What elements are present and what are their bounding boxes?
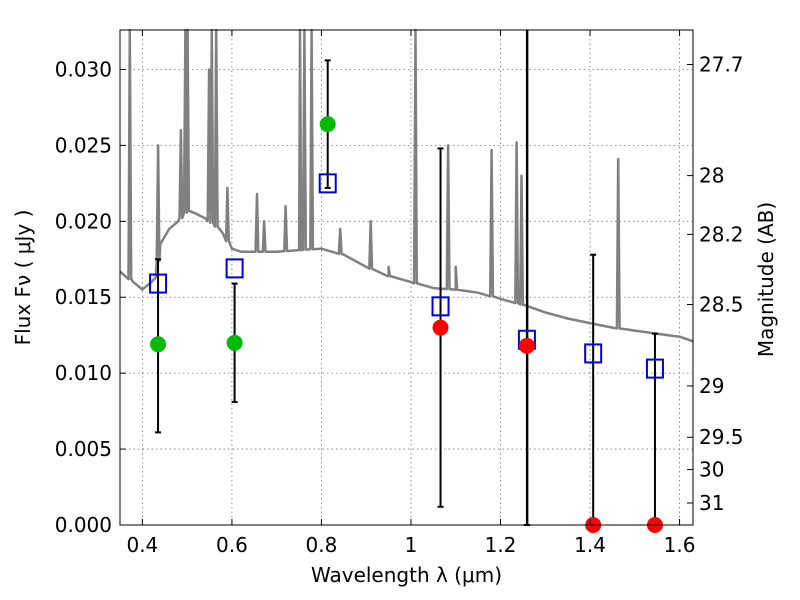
y-right-tick-label: 28.2: [699, 222, 744, 246]
model-photometry-square: [645, 358, 664, 379]
detection-point-green: [226, 334, 243, 351]
y-tick-label: 0.005: [55, 437, 112, 461]
y-tick-label: 0.030: [55, 57, 112, 81]
model-photometry-square: [149, 273, 168, 294]
model-photometry-square: [431, 296, 450, 317]
x-tick-label: 0.6: [216, 533, 248, 557]
data-points: [149, 116, 664, 533]
plot-frame: [119, 29, 694, 526]
y-axis-right-label: Magnitude (AB): [754, 202, 778, 357]
y-tick-label: 0.015: [55, 285, 112, 309]
x-tick-label: 0.8: [306, 533, 338, 557]
model-photometry-square: [225, 258, 244, 279]
model-photometry-square: [584, 343, 603, 364]
x-tick-label: 0.4: [126, 533, 158, 557]
x-tick-label: 1.6: [664, 533, 696, 557]
y-right-tick-label: 28: [699, 164, 724, 188]
model-photometry-square: [318, 173, 337, 194]
detection-point-green: [150, 336, 167, 353]
y-tick-label: 0.025: [55, 133, 112, 157]
y-tick-label: 0.020: [55, 209, 112, 233]
spectrum-line: [119, 28, 694, 343]
grid: [120, 30, 693, 526]
axis-ticks: 0.4 0.6 0.8 1 1.2 1.4 1.6 0.000 0.005 0.010 0.015 0…: [55, 30, 744, 557]
y-right-tick-label: 31: [699, 491, 724, 515]
x-tick-label: 1: [405, 533, 418, 557]
y-tick-label: 0.010: [55, 361, 112, 385]
y-right-tick-label: 30: [699, 458, 724, 482]
y-right-tick-label: 27.7: [699, 52, 744, 76]
y-right-tick-label: 29.5: [699, 425, 744, 449]
detection-point-green: [319, 116, 336, 133]
x-axis-label: Wavelength λ (μm): [311, 563, 502, 587]
detection-point-red: [432, 319, 449, 336]
y-right-tick-label: 29: [699, 374, 724, 398]
detection-point-red: [518, 337, 535, 354]
model-spectrum: [119, 28, 694, 343]
x-tick-label: 1.4: [574, 533, 606, 557]
x-tick-label: 1.2: [485, 533, 517, 557]
y-tick-label: 0.000: [55, 513, 112, 537]
y-axis-label: Flux Fν ( μJy ): [11, 210, 35, 346]
y-right-tick-label: 28.5: [699, 293, 744, 317]
